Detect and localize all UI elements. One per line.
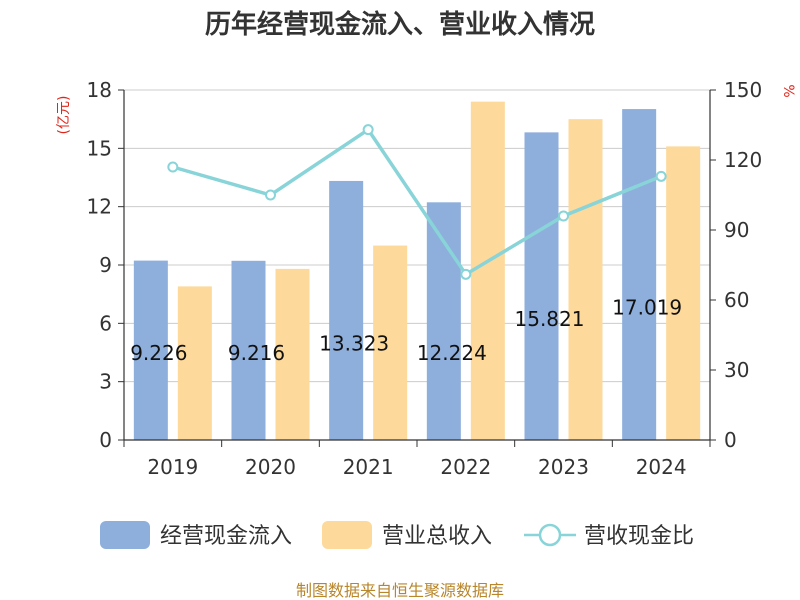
left-tick-label: 3 bbox=[99, 370, 112, 394]
ratio-point bbox=[265, 189, 276, 201]
right-axis-unit: % bbox=[780, 84, 796, 97]
bars bbox=[133, 101, 701, 441]
ratio-line-path bbox=[172, 127, 662, 277]
bar-cash-inflow bbox=[329, 180, 364, 441]
data-label-cash-inflow: 9.216 bbox=[228, 341, 285, 365]
source-note: 制图数据来自恒生聚源数据库 bbox=[296, 581, 504, 600]
left-axis-unit: (亿元) bbox=[56, 96, 72, 135]
bar-revenue bbox=[373, 245, 408, 440]
legend-label: 经营现金流入 bbox=[160, 524, 292, 549]
bar-cash-inflow bbox=[231, 260, 266, 440]
left-tick-label: 18 bbox=[87, 78, 112, 102]
data-labels: 9.226 9.216 13.323 12.224 15.821 17.019 bbox=[130, 296, 682, 365]
right-tick-label: 60 bbox=[724, 288, 749, 312]
gridlines bbox=[124, 89, 710, 383]
ratio-point bbox=[167, 161, 179, 173]
bar-cash-inflow bbox=[622, 109, 657, 440]
bar-revenue bbox=[568, 119, 603, 441]
bar-revenue bbox=[666, 146, 701, 440]
x-tick-label: 2020 bbox=[245, 455, 296, 479]
left-tick-label: 9 bbox=[99, 253, 112, 277]
ratio-point bbox=[460, 268, 472, 280]
left-tick-label: 0 bbox=[99, 428, 112, 452]
data-label-cash-inflow: 12.224 bbox=[417, 341, 487, 365]
bar-revenue bbox=[275, 268, 310, 440]
right-tick-label: 30 bbox=[724, 358, 749, 382]
ratio-point bbox=[558, 210, 569, 222]
left-tick-label: 6 bbox=[99, 311, 112, 335]
legend-marker bbox=[538, 523, 562, 547]
bar-revenue bbox=[177, 286, 212, 440]
data-label-cash-inflow: 17.019 bbox=[612, 296, 682, 320]
data-label-cash-inflow: 9.226 bbox=[130, 341, 187, 365]
right-tick-label: 150 bbox=[724, 78, 762, 102]
x-tick-label: 2019 bbox=[147, 455, 198, 479]
legend: 经营现金流入 营业总收入 营收现金比 bbox=[100, 521, 694, 549]
data-label-cash-inflow: 15.821 bbox=[515, 307, 585, 331]
chart-title: 历年经营现金流入、营业收入情况 bbox=[204, 10, 595, 40]
x-tick-label: 2021 bbox=[343, 455, 394, 479]
bar-cash-inflow bbox=[524, 132, 559, 440]
x-tick-label: 2023 bbox=[538, 455, 589, 479]
data-label-cash-inflow: 13.323 bbox=[319, 331, 389, 355]
bar-revenue bbox=[470, 101, 505, 441]
legend-label: 营业总收入 bbox=[382, 524, 492, 549]
ratio-line bbox=[167, 124, 667, 280]
legend-label: 营收现金比 bbox=[584, 524, 694, 549]
legend-swatch bbox=[100, 521, 150, 549]
ratio-point bbox=[655, 170, 667, 182]
x-tick-label: 2024 bbox=[636, 455, 687, 479]
left-tick-label: 12 bbox=[87, 195, 112, 219]
right-tick-label: 120 bbox=[724, 148, 762, 172]
bar-cash-inflow bbox=[426, 202, 461, 440]
ratio-point bbox=[362, 124, 374, 136]
x-tick-label: 2022 bbox=[440, 455, 491, 479]
right-tick-label: 90 bbox=[724, 218, 749, 242]
right-tick-label: 0 bbox=[724, 428, 737, 452]
bar-cash-inflow bbox=[133, 260, 168, 440]
legend-swatch bbox=[322, 521, 372, 549]
axes: 0 3 6 9 12 15 18 0 30 60 90 120 150 (亿元)% 2019 2020 2021… bbox=[56, 78, 796, 479]
left-tick-label: 15 bbox=[87, 136, 112, 160]
